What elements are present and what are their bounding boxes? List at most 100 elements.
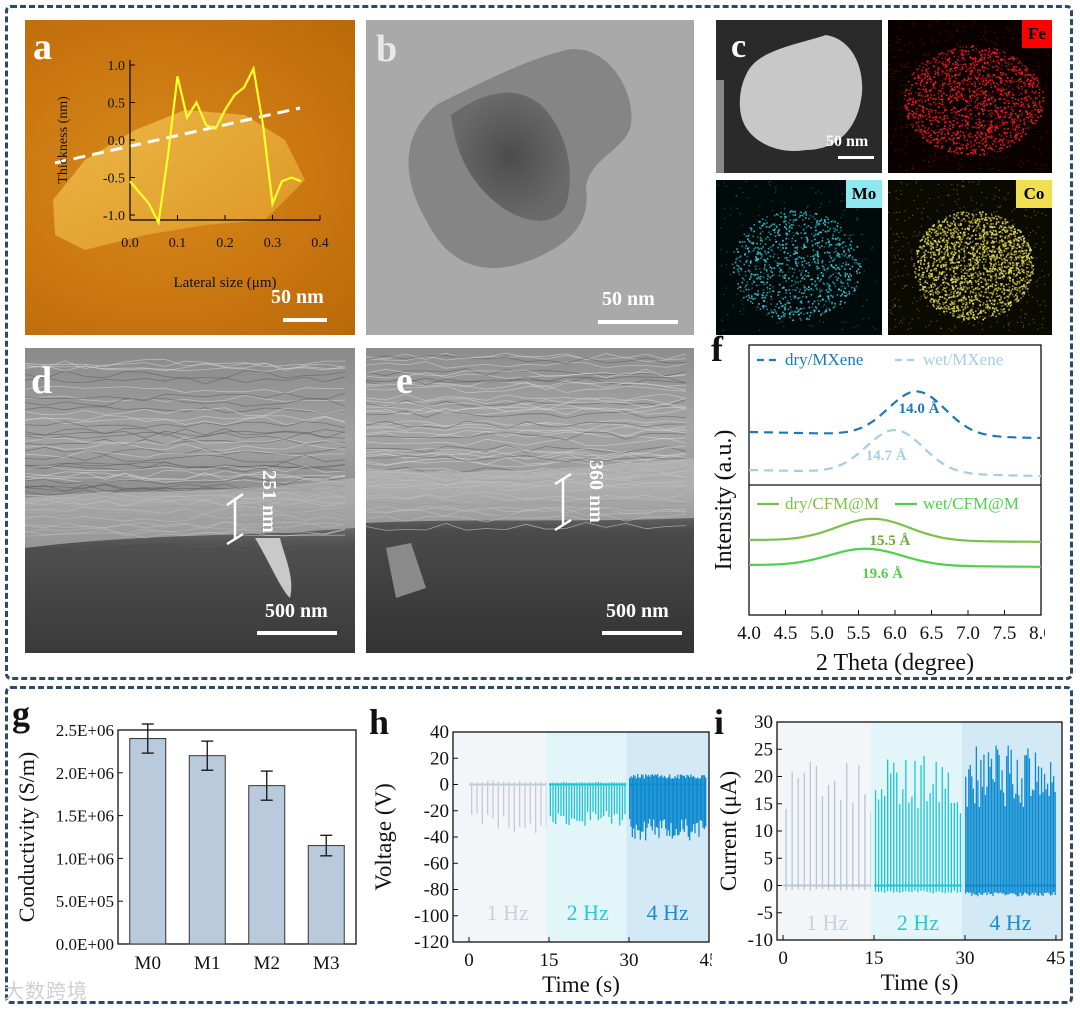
eds-dot [926,75,929,78]
eds-noise-dot [927,53,929,55]
eds-dot [748,234,750,237]
eds-dot [1008,278,1011,281]
eds-dot [958,245,960,248]
eds-dot [1023,123,1026,125]
eds-dot [743,241,746,243]
eds-dot [963,94,966,97]
eds-dot [970,272,972,275]
eds-dot [939,53,941,56]
eds-noise-dot [742,192,744,194]
eds-noise-dot [862,234,864,236]
eds-dot [958,217,960,220]
eds-dot [839,274,841,277]
eds-dot [997,287,1000,289]
eds-noise-dot [1006,156,1008,158]
eds-dot [963,59,966,61]
eds-dot [832,227,835,230]
eds-dot [983,267,986,270]
eds-dot [1013,295,1015,298]
eds-dot [945,74,948,77]
eds-dot [983,251,986,254]
eds-noise-dot [998,169,1000,171]
eds-dot [979,130,981,132]
eds-dot [953,48,956,51]
eds-noise-dot [865,258,867,260]
eds-dot [796,307,798,309]
eds-dot [935,241,938,243]
eds-noise-dot [913,25,915,27]
eds-dot [812,215,815,218]
eds-dot [993,255,996,258]
eds-dot [970,113,972,115]
eds-noise-dot [959,55,961,57]
eds-noise-dot [941,235,943,237]
eds-dot [1025,91,1027,94]
eds-dot [844,273,847,276]
eds-dot [994,110,996,113]
eds-dot [1001,147,1004,149]
eds-dot [949,80,951,82]
eds-dot [957,56,960,58]
eds-dot [969,258,971,261]
eds-dot [957,236,960,238]
eds-dot [775,312,778,315]
eds-noise-dot [993,31,995,33]
eds-dot [917,88,920,90]
eds-noise-dot [1008,321,1011,324]
eds-dot [961,147,964,149]
eds-dot [806,312,809,314]
eds-dot [967,312,969,314]
eds-dot [985,216,988,219]
eds-dot [967,127,969,129]
eds-dot [989,226,991,229]
eds-dot [925,256,928,259]
eds-dot [740,268,743,271]
eds-dot [788,230,791,232]
eds-dot [774,311,777,313]
eds-dot [790,298,792,301]
eds-dot [945,307,948,310]
eds-dot [1023,100,1026,102]
eds-dot [962,303,964,306]
eds-dot [919,99,921,102]
eds-dot [979,301,982,303]
eds-noise-dot [1037,130,1039,133]
eds-dot [989,267,991,269]
eds-dot [950,300,953,303]
eds-dot [942,288,944,291]
eds-dot [757,247,759,249]
eds-dot [978,234,981,237]
eds-dot [779,249,782,251]
eds-dot [814,238,816,241]
eds-dot [832,220,835,222]
eds-dot [812,249,815,251]
eds-dot [918,246,921,248]
eds-dot [960,305,963,308]
eds-noise-dot [948,148,950,150]
eds-dot [941,57,943,60]
eds-dot [966,127,969,129]
eds-dot [997,248,1000,251]
eds-dot [933,84,935,86]
eds-dot [944,290,947,292]
eds-dot [952,243,954,245]
eds-dot [1026,74,1029,76]
eds-dot [938,305,940,307]
eds-dot [1002,308,1005,310]
eds-dot [818,241,820,244]
eds-dot [1013,239,1015,242]
eds-dot [1007,296,1010,299]
eds-dot [914,99,917,102]
eds-noise-dot [907,62,909,64]
eds-dot [794,214,796,216]
eds-dot [984,84,986,87]
eds-dot [1016,274,1018,276]
afm-profile-line [54,106,301,165]
eds-dot [960,277,963,279]
eds-dot [948,97,951,100]
eds-dot [941,83,944,86]
eds-dot [781,305,783,308]
eds-dot [952,139,954,141]
eds-dot [975,94,978,96]
eds-dot [945,218,947,220]
